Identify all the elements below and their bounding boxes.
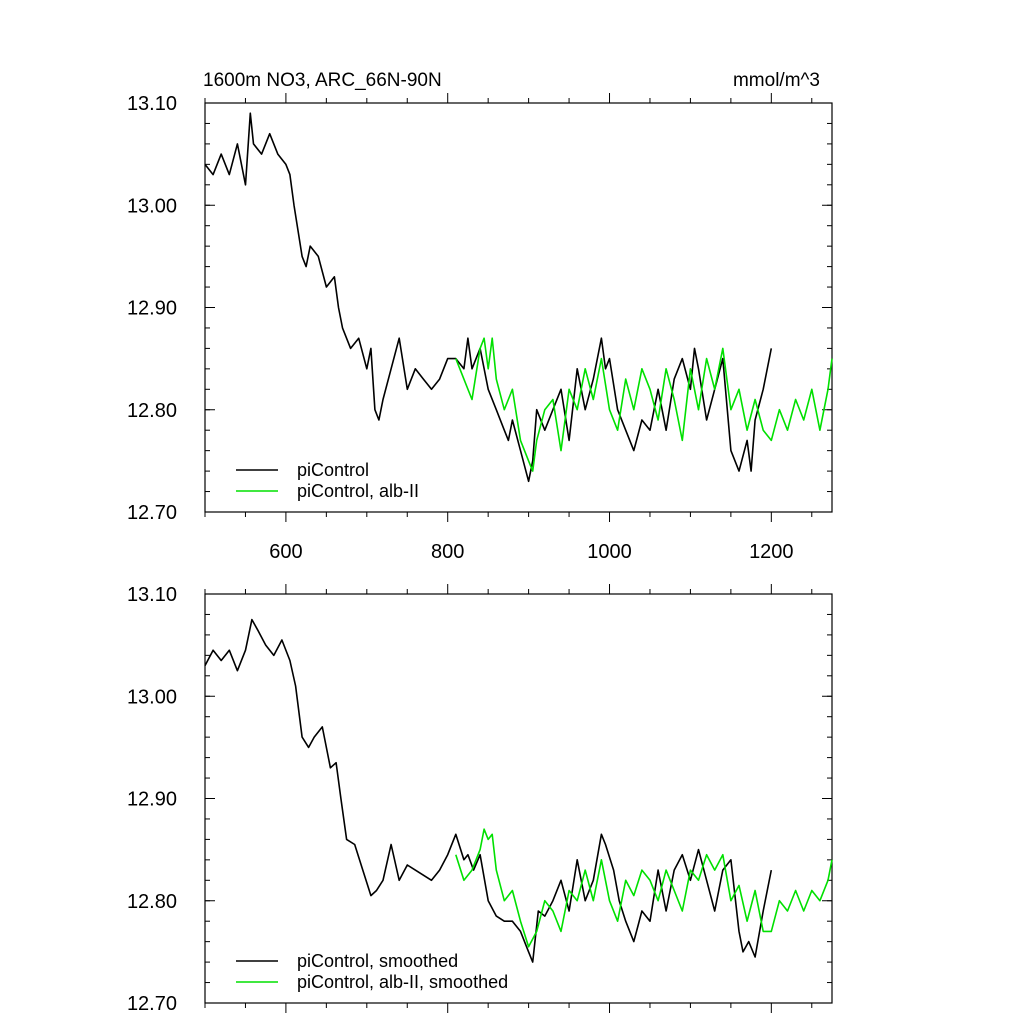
axis-ticks xyxy=(204,93,832,522)
y-tick-labels: 12.70 12.80 12.90 13.00 13.10 xyxy=(127,93,177,524)
series-lines xyxy=(204,112,833,483)
y-tick-labels: 12.70 12.80 12.90 13.00 13.10 xyxy=(127,584,177,1015)
chart-title: 1600m NO3, ARC_66N-90N xyxy=(203,70,442,91)
legend: piControl piControl, alb-II xyxy=(236,460,419,501)
bottom-panel: 12.70 12.80 12.90 13.00 13.10 piControl, smo… xyxy=(127,584,833,1015)
legend-label-alb-ii: piControl, alb-II xyxy=(297,481,419,501)
legend-label-alb-ii-smoothed: piControl, alb-II, smoothed xyxy=(297,972,508,992)
y-tick-label: 13.00 xyxy=(127,195,177,217)
x-tick-label: 1000 xyxy=(587,541,632,563)
y-tick-label: 13.10 xyxy=(127,93,177,115)
legend: piControl, smoothed piControl, alb-II, s… xyxy=(236,951,508,992)
y-tick-label: 13.00 xyxy=(127,686,177,708)
series-line-0 xyxy=(204,618,773,963)
top-panel: 1600m NO3, ARC_66N-90N mmol/m^3 12.7012.… xyxy=(127,70,833,563)
x-tick-label: 800 xyxy=(431,541,464,563)
y-tick-label: 12.80 xyxy=(127,400,177,422)
y-tick-label: 12.70 xyxy=(127,993,177,1015)
legend-label-picontrol: piControl xyxy=(297,460,369,480)
axis-ticks xyxy=(204,584,832,1013)
units-label: mmol/m^3 xyxy=(733,70,820,91)
series-line-0 xyxy=(204,112,773,483)
legend-label-picontrol-smoothed: piControl, smoothed xyxy=(297,951,458,971)
y-tick-label: 12.70 xyxy=(127,502,177,524)
y-tick-label: 13.10 xyxy=(127,584,177,606)
y-tick-label: 12.80 xyxy=(127,891,177,913)
plot-frame xyxy=(204,102,833,513)
y-tick-label: 12.90 xyxy=(127,298,177,320)
x-tick-label: 600 xyxy=(269,541,302,563)
series-line-1 xyxy=(455,337,833,472)
series-line-1 xyxy=(455,828,833,948)
y-tick-label: 12.90 xyxy=(127,789,177,811)
plot-frame xyxy=(204,593,833,1004)
series-lines xyxy=(204,618,833,963)
x-tick-labels: 600 800 1000 1200 xyxy=(269,541,793,563)
x-tick-label: 1200 xyxy=(749,541,794,563)
